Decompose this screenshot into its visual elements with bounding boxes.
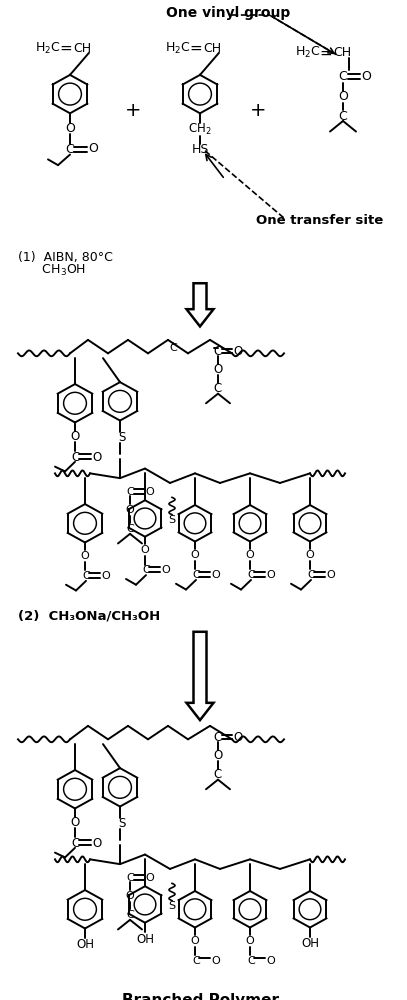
- Text: O: O: [70, 816, 80, 829]
- Text: C: C: [247, 956, 255, 966]
- Text: O: O: [92, 837, 102, 850]
- Text: C: C: [71, 837, 79, 850]
- Text: S: S: [118, 431, 126, 444]
- Text: O: O: [212, 956, 220, 966]
- Text: O: O: [190, 936, 199, 946]
- Text: C: C: [126, 873, 134, 883]
- Text: O: O: [267, 570, 276, 580]
- Text: +: +: [250, 101, 266, 120]
- Text: OH: OH: [136, 933, 154, 946]
- Text: CH$_3$OH: CH$_3$OH: [18, 263, 86, 278]
- Text: O: O: [141, 545, 149, 555]
- Text: C: C: [71, 451, 79, 464]
- Text: HS: HS: [191, 143, 209, 156]
- Text: O: O: [233, 345, 243, 358]
- Text: C: C: [169, 343, 177, 353]
- Text: =: =: [319, 45, 333, 60]
- Text: C: C: [126, 524, 134, 534]
- Text: O: O: [233, 731, 243, 744]
- Text: H$_2$C: H$_2$C: [35, 40, 61, 56]
- Text: C: C: [192, 956, 200, 966]
- Text: CH: CH: [203, 42, 221, 55]
- Text: =: =: [59, 41, 72, 56]
- Text: O: O: [327, 570, 335, 580]
- Text: C: C: [307, 570, 315, 580]
- Text: +: +: [125, 101, 141, 120]
- Text: OH: OH: [76, 938, 94, 951]
- Text: O: O: [213, 749, 223, 762]
- Text: C: C: [247, 570, 255, 580]
- Text: O: O: [306, 550, 314, 560]
- Text: O: O: [338, 90, 348, 103]
- Text: OH: OH: [301, 937, 319, 950]
- Text: O: O: [246, 936, 254, 946]
- Text: O: O: [126, 891, 134, 901]
- Text: O: O: [70, 430, 80, 443]
- Text: CH: CH: [333, 46, 351, 59]
- Polygon shape: [186, 632, 214, 720]
- Text: H$_2$C: H$_2$C: [165, 40, 191, 56]
- Text: C: C: [192, 570, 200, 580]
- Text: S: S: [118, 817, 126, 830]
- Text: O: O: [190, 550, 199, 560]
- Text: (2)  CH₃ONa/CH₃OH: (2) CH₃ONa/CH₃OH: [18, 610, 160, 623]
- Text: C: C: [214, 768, 222, 781]
- Text: O: O: [102, 571, 110, 581]
- Text: C: C: [66, 143, 74, 156]
- Text: =: =: [190, 41, 202, 56]
- Text: C: C: [126, 487, 134, 497]
- Text: O: O: [212, 570, 220, 580]
- Text: Branched Polymer: Branched Polymer: [122, 993, 278, 1000]
- Text: H$_2$C: H$_2$C: [295, 45, 321, 60]
- Text: C: C: [339, 70, 348, 83]
- Text: C: C: [214, 345, 222, 358]
- Text: O: O: [162, 565, 171, 575]
- Text: S: S: [168, 901, 175, 911]
- Text: C: C: [142, 565, 150, 575]
- Text: S: S: [168, 515, 175, 525]
- Text: O: O: [267, 956, 276, 966]
- Text: O: O: [81, 551, 90, 561]
- Text: (1)  AIBN, 80°C: (1) AIBN, 80°C: [18, 251, 113, 264]
- Text: O: O: [361, 70, 371, 83]
- Text: O: O: [246, 550, 254, 560]
- Text: C: C: [339, 110, 348, 123]
- Text: C: C: [82, 571, 90, 581]
- Text: C: C: [126, 910, 134, 920]
- Text: One transfer site: One transfer site: [256, 214, 384, 227]
- Polygon shape: [186, 283, 214, 326]
- Text: C: C: [214, 731, 222, 744]
- Text: O: O: [65, 122, 75, 135]
- Text: O: O: [213, 363, 223, 376]
- Text: O: O: [126, 505, 134, 515]
- Text: CH$_2$: CH$_2$: [188, 122, 212, 137]
- Text: One vinyl group: One vinyl group: [166, 6, 290, 20]
- Text: CH: CH: [73, 42, 91, 55]
- Text: O: O: [88, 142, 98, 155]
- Text: O: O: [146, 873, 154, 883]
- Text: O: O: [146, 487, 154, 497]
- Text: O: O: [92, 451, 102, 464]
- Text: C: C: [214, 382, 222, 395]
